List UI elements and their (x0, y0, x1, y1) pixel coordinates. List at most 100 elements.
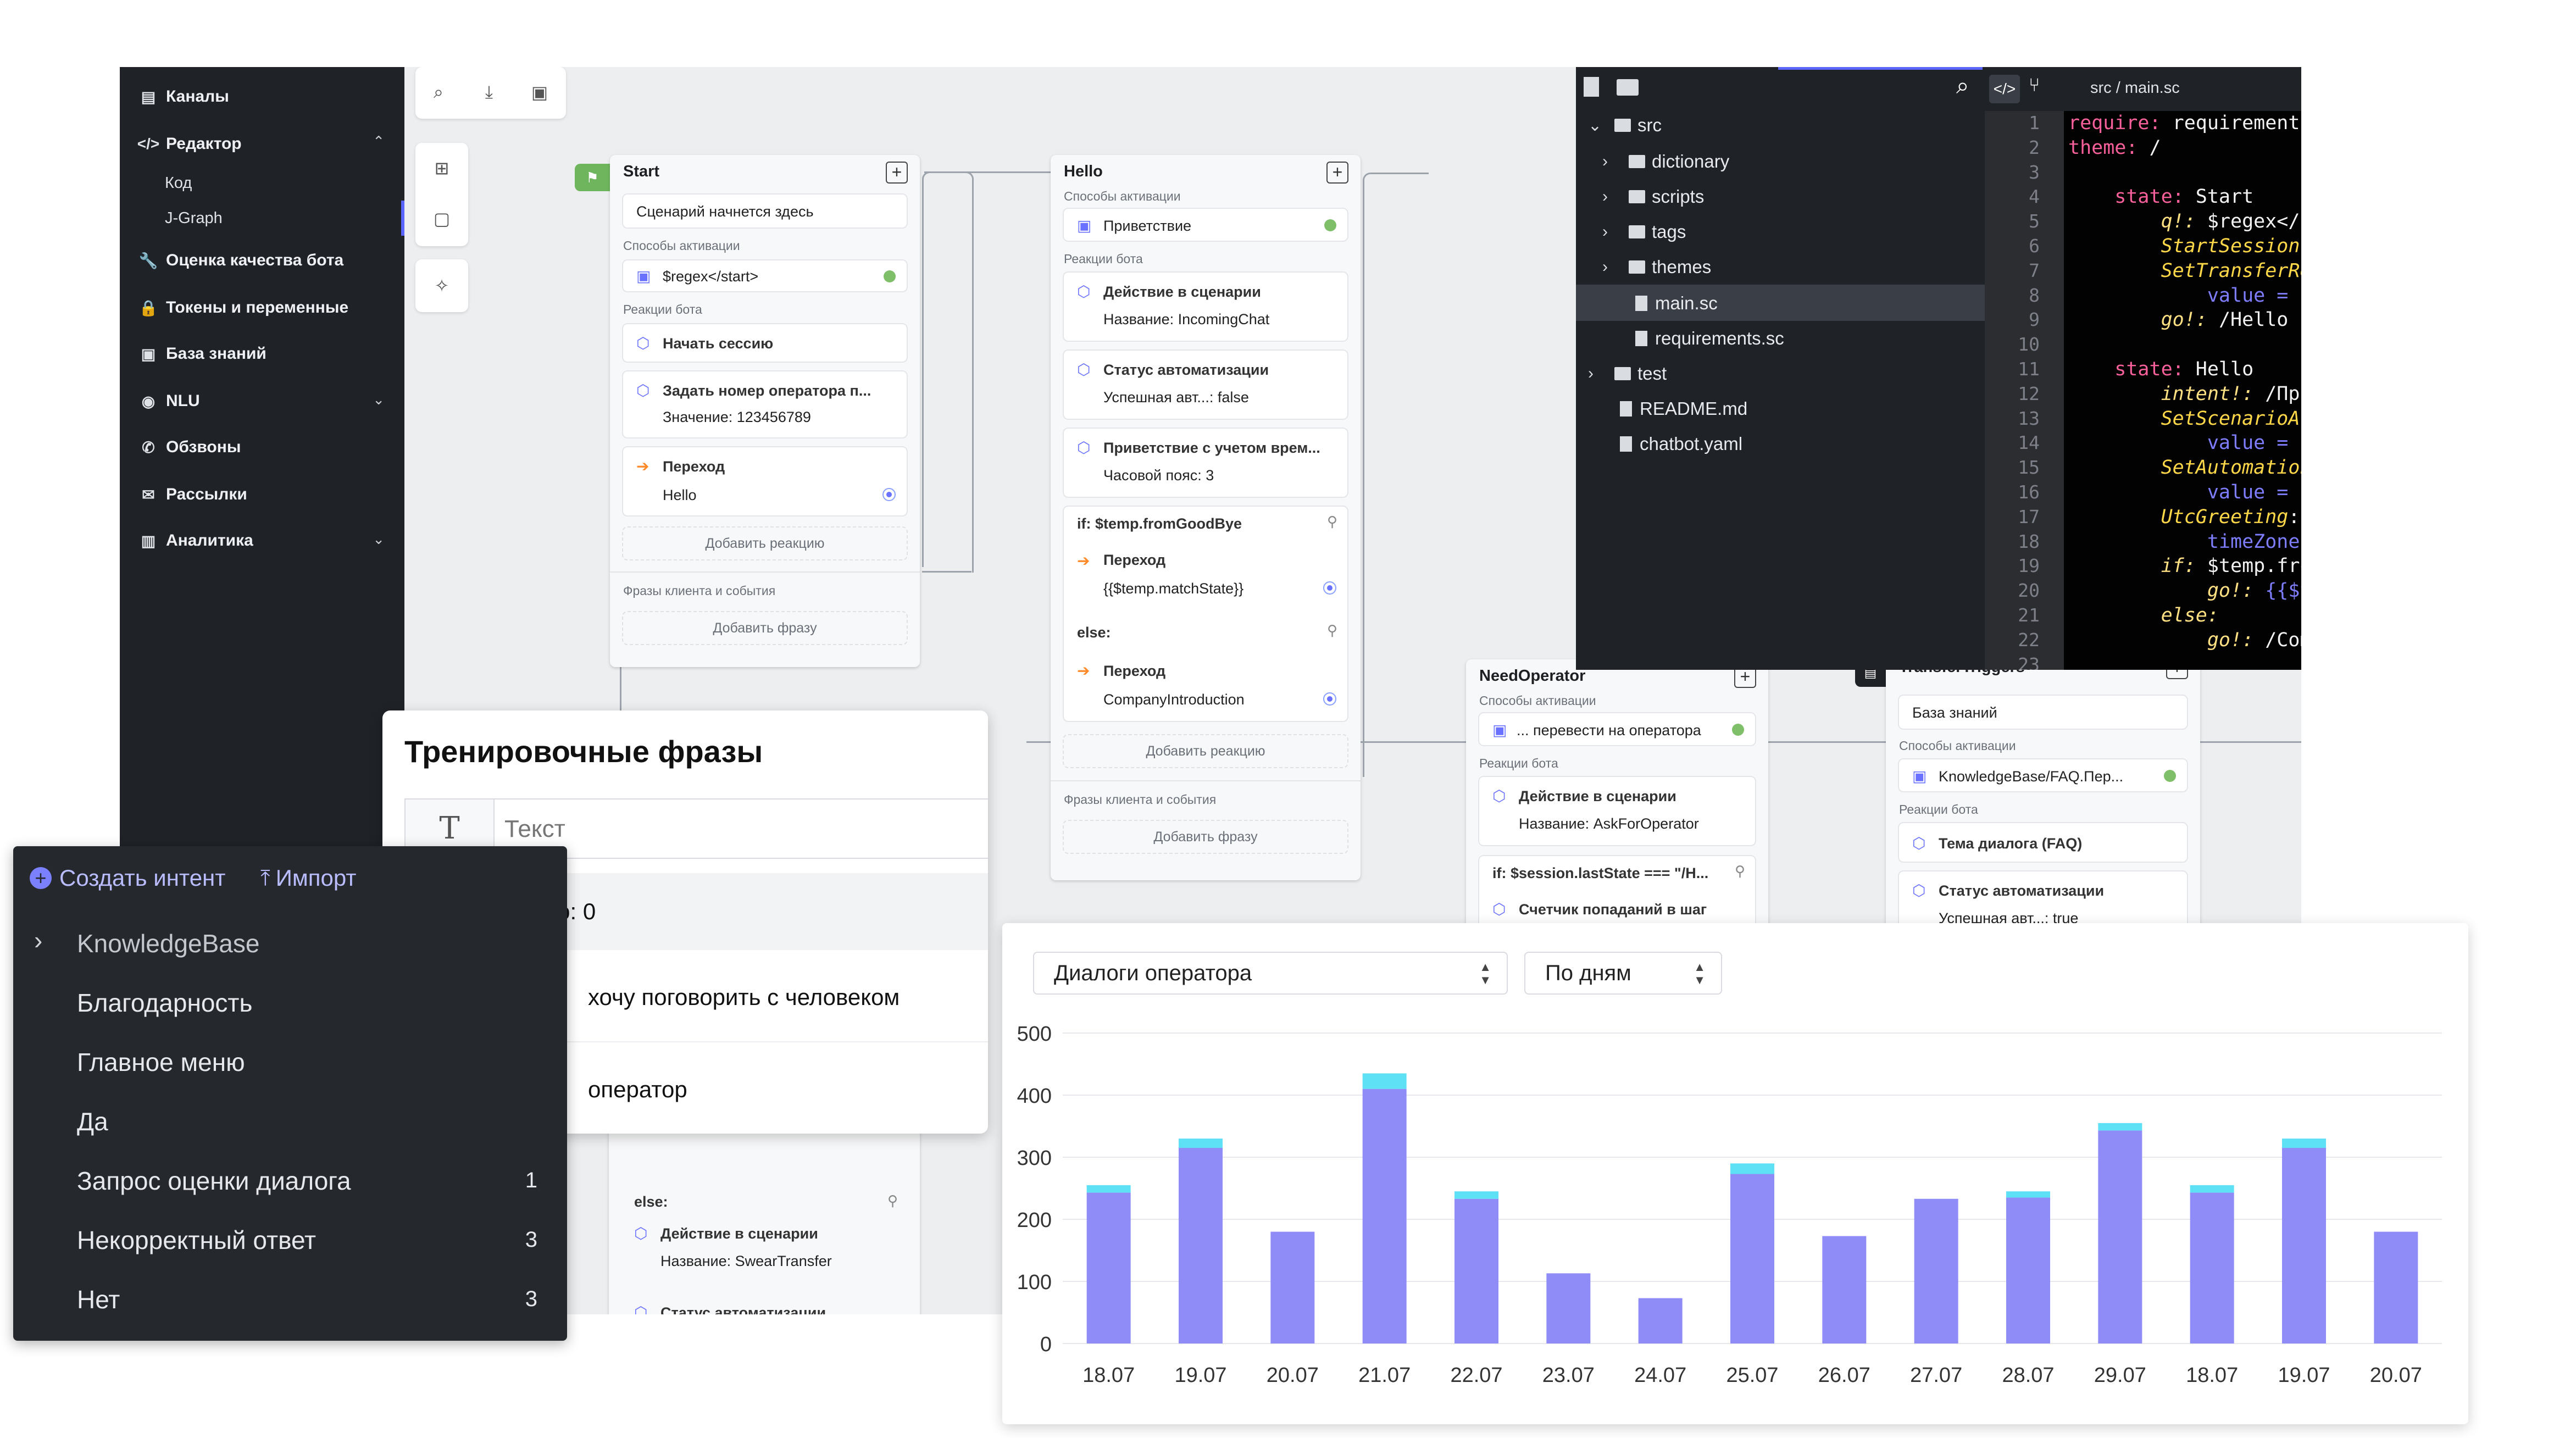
code-line[interactable]: intent!: /Приветствие (2068, 382, 2301, 405)
intent-item[interactable]: Главное меню (77, 1048, 245, 1076)
code-line[interactable]: StartSession: (2068, 235, 2301, 257)
code-line[interactable]: if: $temp.fromGoodBye (2068, 555, 2301, 578)
new-file-icon[interactable] (1584, 77, 1599, 97)
add-reaction-button[interactable]: Добавить реакцию (1063, 734, 1348, 768)
connector-dot[interactable] (882, 488, 896, 501)
code-line[interactable]: value = false (2068, 481, 2301, 503)
intent-item[interactable]: Да (77, 1107, 108, 1136)
activation-card[interactable]: ▣ ... перевести на оператора (1478, 712, 1756, 746)
save-icon[interactable]: ▣ (531, 82, 548, 102)
trig-entry[interactable]: База знаний (1898, 695, 2188, 730)
code-line[interactable]: else: (2068, 604, 2219, 626)
sidebar-item-nlu[interactable]: ◉ NLU (140, 385, 200, 418)
sparkle-icon[interactable]: ✧ (434, 276, 449, 296)
reaction-card[interactable]: ⬡ Действие в сценарии Название: AskForOper… (1478, 776, 1756, 846)
connector-dot[interactable] (1323, 581, 1336, 595)
node-need-operator[interactable]: NeedOperator + Способы активации ▣... пе… (1466, 659, 1768, 987)
code-line[interactable]: SetTransferReceiverByDefault: (2161, 259, 2301, 282)
reaction-card[interactable]: ⬡ Начать сессию (622, 323, 908, 363)
code-line[interactable]: theme: / (2068, 136, 2161, 159)
phrase-input[interactable] (504, 813, 966, 846)
pin-icon[interactable]: ⚲ (1326, 622, 1337, 639)
reaction-card[interactable]: ⬡ Действие в сценарии Название: IncomingCh… (1063, 271, 1348, 342)
code-line[interactable]: go!: /CompanyIntroduction (2068, 629, 2301, 651)
pin-icon[interactable]: ⚲ (887, 1192, 898, 1209)
pin-icon[interactable]: ⚲ (1734, 863, 1745, 879)
chevron-down-icon[interactable]: ⌄ (373, 391, 385, 408)
tree-folder-themes[interactable]: › themes (1602, 253, 1711, 281)
add-reaction-button[interactable]: Добавить реакцию (622, 526, 908, 560)
reaction-card[interactable]: ⬡ Статус автоматизации Успешная авт...: fa… (1063, 349, 1348, 420)
metric-select[interactable]: Диалоги оператора ▲ ▼ (1033, 952, 1508, 995)
code-line[interactable]: q!: $regex</start> (2068, 210, 2301, 233)
tree-folder-dictionary[interactable]: › dictionary (1602, 147, 1729, 176)
sidebar-subitem-code[interactable]: Код (165, 174, 192, 192)
activation-card[interactable]: ▣ KnowledgeBase/FAQ.Пер... (1898, 758, 2188, 792)
period-select[interactable]: По дням ▲ ▼ (1524, 952, 1722, 995)
tree-file-requirements[interactable]: requirements.sc (1635, 324, 1784, 353)
activation-card[interactable]: ▣ Приветствие (1063, 208, 1348, 242)
connector-dot[interactable] (1323, 692, 1336, 706)
node-transfer-triggers[interactable]: TransferTriggers + База знаний Способы а… (1886, 651, 2200, 969)
activation-card[interactable]: ▣ $regex</start> (622, 259, 908, 292)
tree-folder-test[interactable]: › test (1588, 359, 1667, 388)
intent-item[interactable]: Запрос оценки диалога (77, 1167, 351, 1195)
intent-item[interactable]: Благодарность (77, 989, 253, 1017)
chevron-right-icon[interactable]: › (34, 926, 43, 954)
search-icon[interactable]: ⌕ (434, 82, 443, 102)
code-line[interactable]: state: Start (2068, 186, 2254, 208)
add-phrase-button[interactable]: Добавить фразу (622, 611, 908, 645)
node-hello[interactable]: Hello + Способы активации ▣ Приветствие Р… (1051, 155, 1361, 880)
tree-file-readme[interactable]: README.md (1620, 395, 1747, 423)
sticker-icon[interactable]: ▢ (433, 209, 451, 229)
add-icon[interactable]: + (1326, 162, 1348, 184)
add-node-icon[interactable]: ⊞ (434, 158, 449, 178)
chevron-down-icon[interactable]: ⌄ (373, 531, 385, 547)
code-view-icon[interactable]: </> (1989, 75, 2020, 103)
code-line[interactable]: SetScenarioAction: (2161, 407, 2301, 430)
add-icon[interactable]: + (886, 162, 908, 184)
import-button[interactable]: ⤒ Импорт (260, 865, 357, 891)
pin-icon[interactable]: ⚲ (1326, 513, 1337, 530)
tree-folder-src[interactable]: ⌄ src (1588, 111, 1662, 140)
code-line[interactable]: go!: /Hello (2068, 309, 2289, 331)
reaction-card[interactable]: ⬡ Задать номер оператора п... Значение: 12… (622, 370, 908, 438)
search-icon[interactable]: ⌕ (1956, 73, 1969, 98)
tree-file-main[interactable]: main.sc (1635, 289, 1718, 318)
new-folder-icon[interactable] (1617, 79, 1639, 96)
condition-card[interactable]: else: ⚲ ⬡ Действие в сценарии Название: … (621, 1190, 908, 1314)
sidebar-item-editor[interactable]: </> Редактор (137, 127, 242, 160)
code-line[interactable]: value = IncomingChat (2068, 432, 2301, 454)
tree-folder-tags[interactable]: › tags (1602, 218, 1686, 246)
code-line[interactable]: UtcGreeting: (2068, 506, 2300, 528)
code-line[interactable]: timeZone = 3 (2068, 530, 2300, 553)
tree-folder-scripts[interactable]: › scripts (1602, 182, 1704, 211)
transition-card[interactable]: ➔ Переход Hello (622, 446, 908, 517)
tree-file-chatbot[interactable]: chatbot.yaml (1620, 430, 1742, 458)
sidebar-item-tokens[interactable]: 🔒 Токены и переменные (139, 291, 349, 324)
intent-item[interactable]: Нет (77, 1285, 120, 1314)
chevron-up-icon[interactable]: ⌃ (373, 133, 385, 149)
sidebar-item-quality[interactable]: 🔧 Оценка качества бота (139, 244, 344, 277)
condition-card[interactable]: if: $temp.fromGoodBye ⚲ ➔ Переход {{$tem… (1063, 506, 1348, 722)
code-line[interactable]: state: Hello (2068, 358, 2254, 380)
intent-item[interactable]: Некорректный ответ (77, 1226, 317, 1254)
add-phrase-button[interactable]: Добавить фразу (1063, 820, 1348, 854)
start-entry[interactable]: Сценарий начнется здесь (622, 193, 908, 229)
sidebar-item-analytics[interactable]: ▥ Аналитика (140, 524, 253, 557)
code-line[interactable]: go!: {{$temp.matchState}} (2068, 580, 2301, 602)
create-intent-button[interactable]: + Создать интент (30, 865, 226, 891)
sidebar-item-mailings[interactable]: ✉ Рассылки (140, 478, 247, 511)
sidebar-item-knowledge[interactable]: ▣ База знаний (140, 337, 267, 370)
code-line[interactable]: require: requirements.sc (2068, 112, 2301, 134)
reaction-card[interactable]: ⬡ Приветствие с учетом врем... Часовой поя… (1063, 427, 1348, 498)
code-line[interactable]: value = 123456789 (2068, 284, 2301, 307)
reaction-card[interactable]: ⬡ Тема диалога (FAQ) (1898, 822, 2188, 863)
sidebar-subitem-jgraph[interactable]: J-Graph (165, 209, 223, 227)
sidebar-item-channels[interactable]: ▤ Каналы (140, 80, 229, 113)
intent-item[interactable]: KnowledgeBase (77, 929, 260, 958)
sidebar-item-calls[interactable]: ✆ Обзвоны (140, 431, 241, 464)
download-icon[interactable]: ⤓ (485, 82, 493, 102)
node-start[interactable]: Start + Сценарий начнется здесь Способы … (610, 155, 920, 667)
code-line[interactable]: SetAutomationStatus: (2161, 457, 2301, 479)
